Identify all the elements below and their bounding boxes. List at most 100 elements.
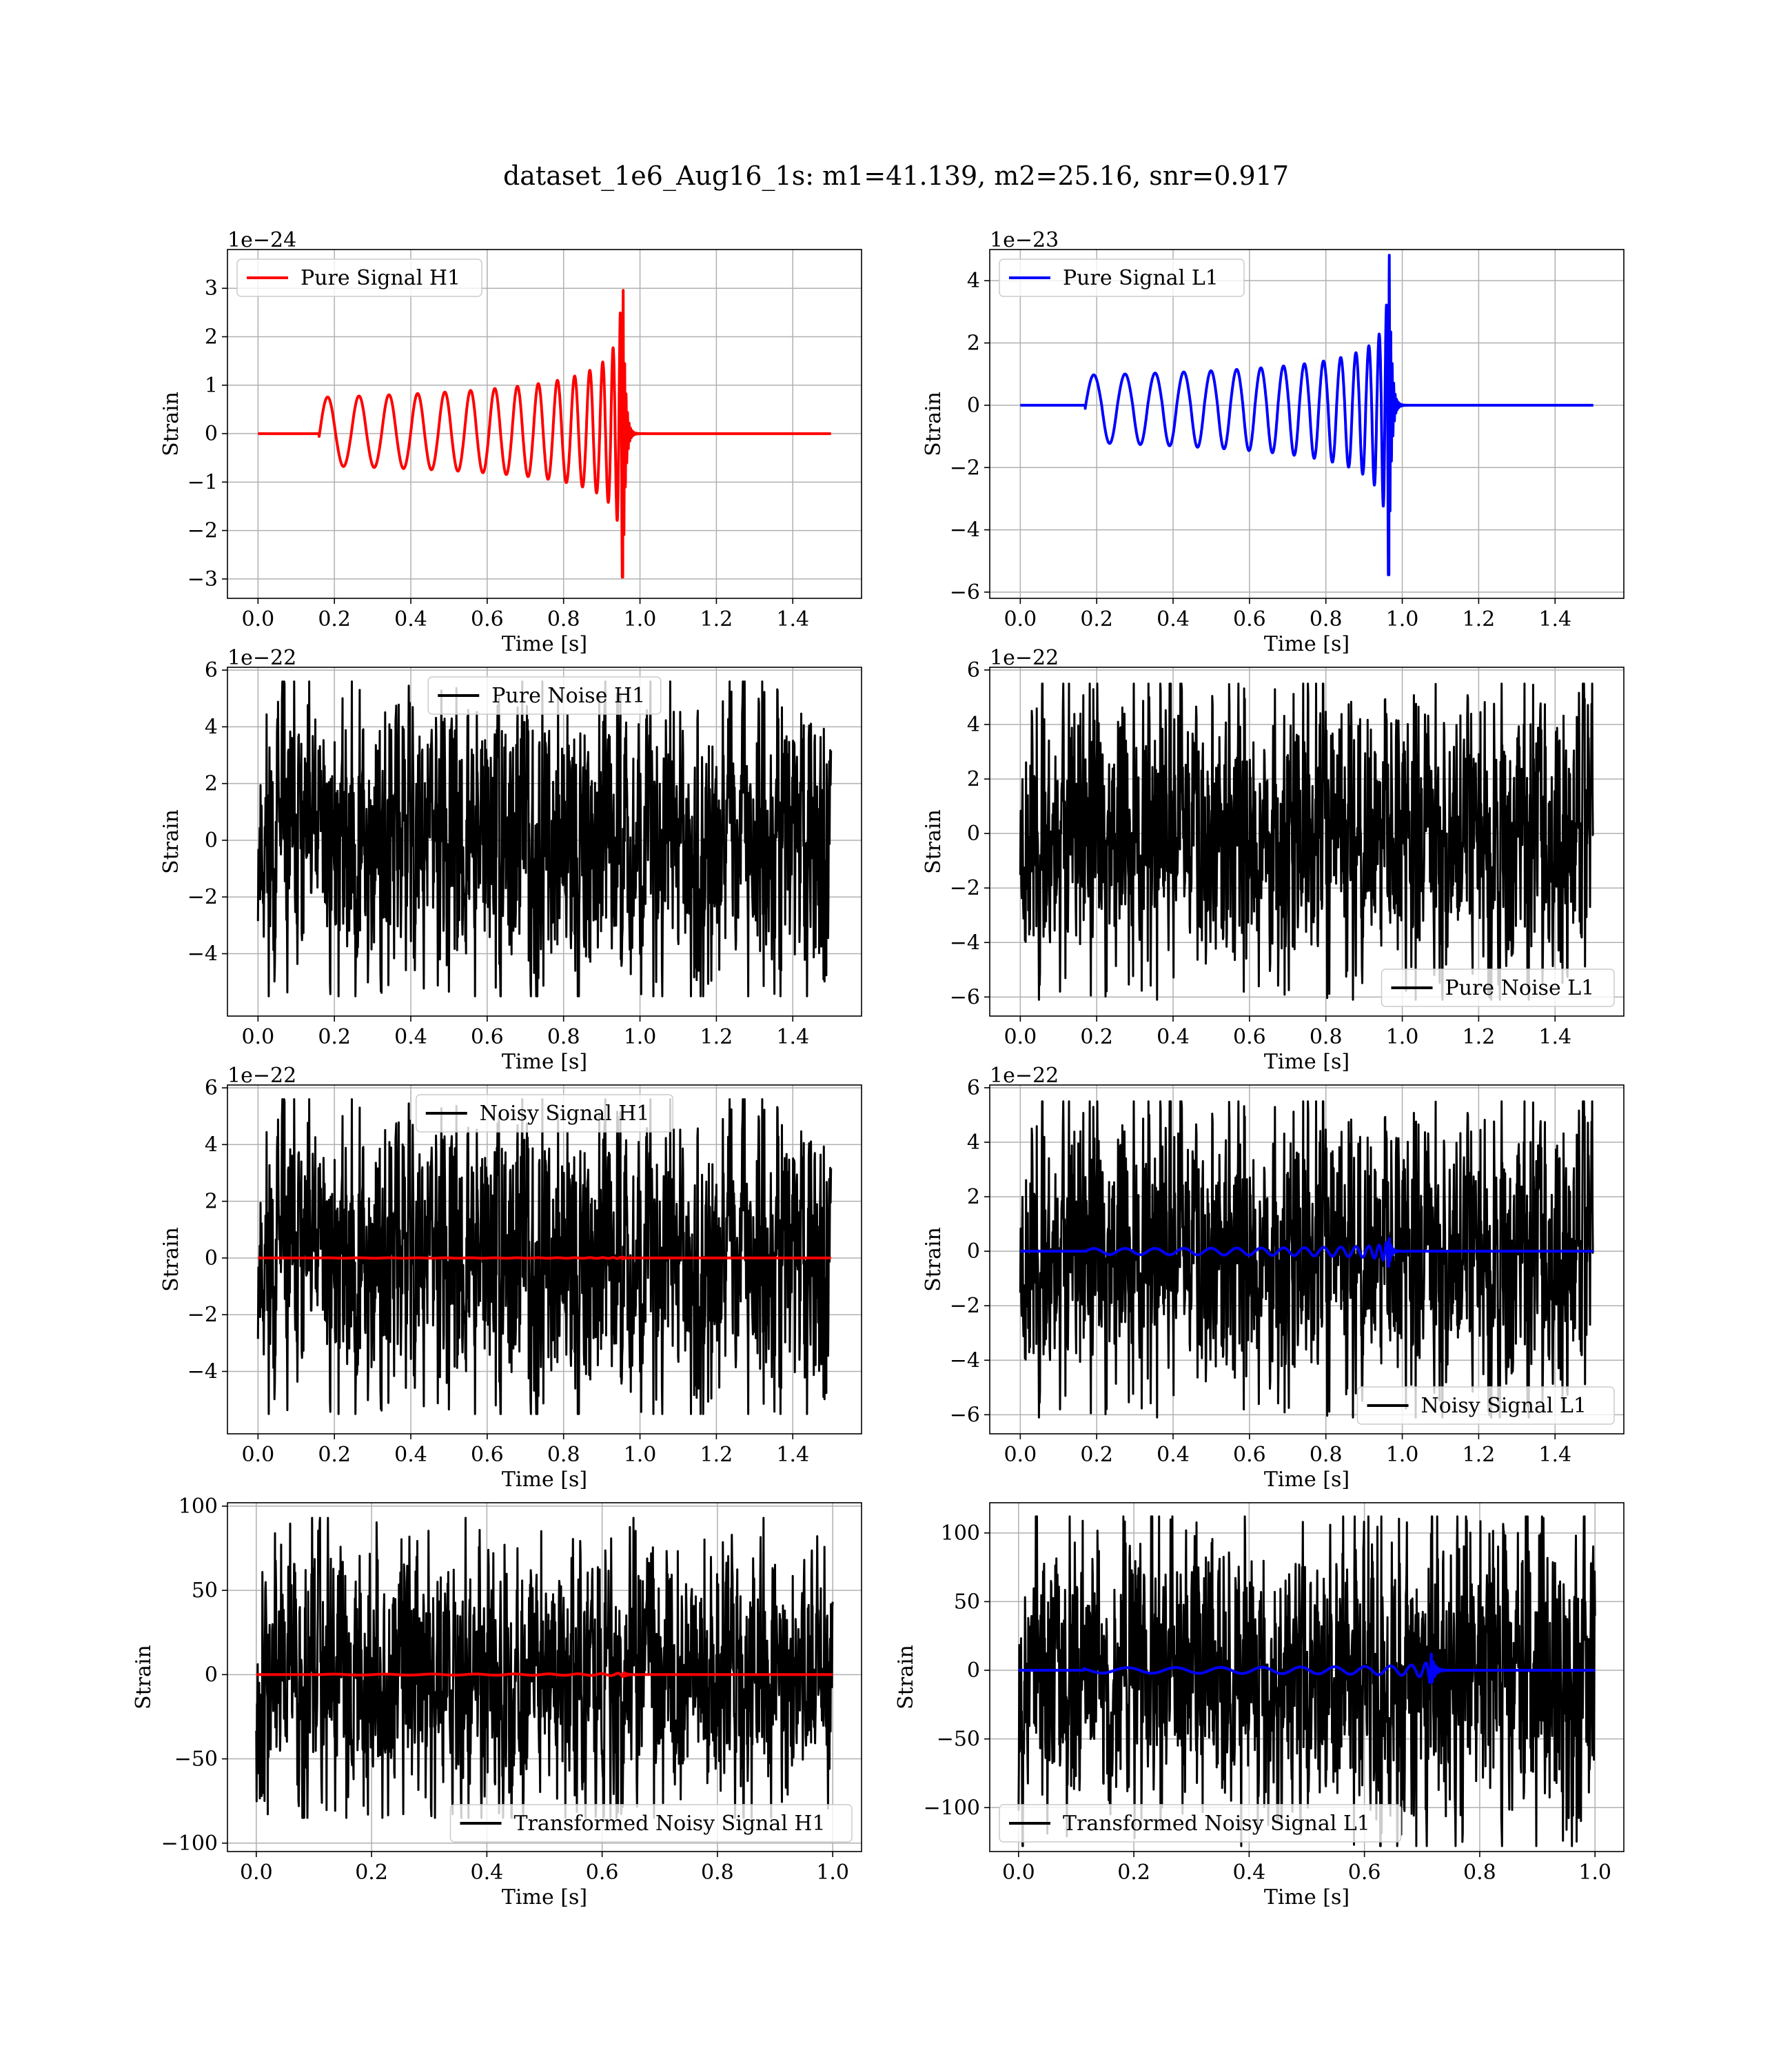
y-tick-label: −1 [187, 470, 218, 494]
y-tick-label: −3 [187, 567, 218, 591]
x-tick-label: 0.6 [1233, 607, 1266, 631]
legend-box [999, 258, 1245, 297]
series-line-1 [1017, 1652, 1596, 1684]
x-tick-label: 0.0 [1004, 1443, 1037, 1467]
legend-box [999, 1804, 1402, 1843]
x-axis-label: Time [s] [502, 1050, 587, 1074]
legend-label: Pure Noise L1 [1445, 976, 1595, 1000]
x-tick-label: 0.6 [471, 1025, 504, 1049]
y-tick-label: 4 [967, 269, 980, 293]
y-tick-label: −2 [187, 885, 218, 909]
y-tick-label: −4 [950, 931, 980, 955]
x-axis-label: Time [s] [502, 632, 587, 656]
x-tick-label: 0.2 [1080, 607, 1113, 631]
y-axis-label: Strain [894, 1645, 918, 1710]
subplot-1: 0.0 0.2 0.4 0.6 0.8 1.0 1.2 1.4 −6 −4 −2 0 2 4 Time [s… [922, 228, 1625, 656]
y-tick-label: 0 [205, 1246, 218, 1270]
legend-label: Pure Noise H1 [491, 684, 645, 708]
y-tick-label: −50 [174, 1747, 218, 1772]
x-tick-label: 0.8 [701, 1861, 734, 1885]
x-tick-label: 0.8 [1463, 1861, 1496, 1885]
y-tick-label: 6 [205, 658, 218, 682]
x-tick-label: 1.2 [700, 1443, 733, 1467]
x-tick-label: 0.2 [1117, 1861, 1150, 1885]
legend: Noisy Signal L1 [1356, 1386, 1615, 1425]
subplot-3: 0.0 0.2 0.4 0.6 0.8 1.0 1.2 1.4 −6 −4 −2 0 2 4 6 Time [… [922, 646, 1625, 1074]
series-line-1 [1019, 1237, 1595, 1268]
x-tick-label: 0.4 [471, 1861, 504, 1885]
series-line-0 [1019, 682, 1594, 1001]
x-tick-label: 1.0 [624, 607, 657, 631]
axes-frame [989, 249, 1625, 599]
y-tick-label: −4 [950, 1348, 980, 1372]
subplot-4: 0.0 0.2 0.4 0.6 0.8 1.0 1.2 1.4 −4 −2 0 2 4 6 Time [s]… [159, 1064, 862, 1492]
y-axis-label: Strain [132, 1645, 156, 1710]
y-tick-label: −2 [950, 1294, 980, 1318]
y-tick-label: 6 [967, 1076, 980, 1100]
series-line-0 [256, 289, 833, 579]
offset-label: 1e−22 [227, 646, 296, 670]
x-tick-label: 0.6 [471, 607, 504, 631]
offset-label: 1e−22 [990, 646, 1059, 670]
x-tick-label: 0.0 [1004, 607, 1037, 631]
x-tick-label: 1.0 [1386, 607, 1419, 631]
y-tick-label: 2 [967, 1185, 980, 1209]
y-tick-label: −100 [161, 1832, 218, 1856]
legend-box [427, 676, 662, 715]
y-tick-label: −100 [924, 1796, 980, 1820]
x-tick-label: 1.4 [1538, 1025, 1571, 1049]
y-tick-label: 4 [205, 1133, 218, 1157]
x-tick-label: 1.2 [1463, 607, 1496, 631]
y-tick-label: 50 [192, 1579, 218, 1603]
subplot-6: 0.0 0.2 0.4 0.6 0.8 1.0 −100 −50 0 50 100 Time [s] S… [132, 1494, 862, 1909]
x-tick-label: 1.2 [700, 1025, 733, 1049]
legend-label: Pure Signal L1 [1063, 266, 1219, 290]
series-group [1019, 682, 1594, 1001]
y-tick-label: 3 [205, 276, 218, 301]
y-tick-label: −4 [187, 942, 218, 966]
x-tick-label: 1.2 [1463, 1443, 1496, 1467]
offset-label: 1e−22 [227, 1064, 296, 1088]
x-tick-label: 0.8 [1310, 607, 1343, 631]
series-group [256, 680, 833, 997]
y-tick-label: −6 [950, 1403, 980, 1427]
legend-box [449, 1804, 853, 1843]
x-tick-label: 0.4 [1157, 1443, 1190, 1467]
axes-frame [227, 1084, 862, 1435]
offset-label: 1e−24 [227, 228, 296, 252]
legend-label: Pure Signal H1 [301, 266, 460, 290]
x-tick-label: 1.0 [624, 1025, 657, 1049]
x-tick-label: 0.8 [547, 607, 580, 631]
y-tick-label: −2 [187, 1303, 218, 1327]
x-tick-label: 1.4 [776, 607, 809, 631]
series-group [256, 289, 833, 579]
x-tick-label: 1.4 [776, 1025, 809, 1049]
y-tick-label: −2 [950, 876, 980, 900]
x-tick-label: 0.8 [1310, 1443, 1343, 1467]
x-tick-label: 0.4 [1233, 1861, 1266, 1885]
legend: Pure Noise L1 [1381, 969, 1615, 1007]
legend: Noisy Signal H1 [416, 1094, 673, 1133]
y-tick-label: 4 [205, 715, 218, 739]
x-tick-label: 0.4 [394, 607, 427, 631]
x-axis-label: Time [s] [502, 1468, 587, 1492]
y-axis-label: Strain [922, 392, 946, 456]
x-axis-label: Time [s] [1264, 1468, 1350, 1492]
series-line-0 [1019, 1100, 1594, 1419]
offset-label: 1e−23 [990, 228, 1059, 252]
legend: Transformed Noisy Signal L1 [999, 1804, 1402, 1843]
x-tick-label: 1.2 [1463, 1025, 1496, 1049]
offset-label: 1e−22 [990, 1064, 1059, 1088]
y-tick-label: 6 [967, 658, 980, 682]
series-group [1019, 254, 1595, 576]
y-tick-label: −4 [950, 518, 980, 543]
x-tick-label: 0.0 [240, 1861, 273, 1885]
y-tick-label: 4 [967, 713, 980, 737]
y-tick-label: 2 [967, 332, 980, 356]
y-tick-label: 0 [205, 422, 218, 446]
y-axis-label: Strain [159, 1227, 183, 1292]
y-tick-label: 0 [967, 394, 980, 418]
y-tick-label: 2 [205, 325, 218, 349]
y-tick-label: 2 [205, 772, 218, 796]
y-tick-label: 100 [179, 1494, 218, 1519]
